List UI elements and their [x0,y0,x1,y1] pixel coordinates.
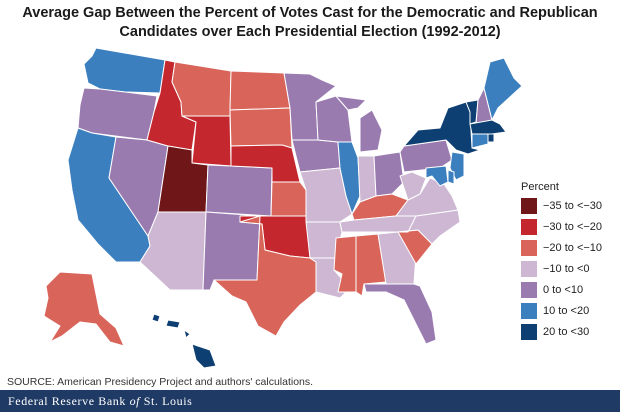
legend-swatch [521,197,537,214]
legend-swatch [521,218,537,235]
state-SD [229,107,293,149]
title-line-2: Candidates over Each Presidential Electi… [119,24,501,40]
footer-part-2: of [129,394,141,408]
state-WV [399,171,427,201]
legend-row: 10 to <20 [521,302,616,319]
source-note: SOURCE: American Presidency Project and … [7,376,314,388]
title-line-1: Average Gap Between the Percent of Votes… [22,5,598,21]
state-MI [335,95,383,153]
state-WA [83,47,166,94]
state-FL [363,283,437,345]
legend: Percent −35 to <−30 −30 to <−20 −20 to <… [521,181,616,344]
legend-row: −35 to <−30 [521,197,616,214]
state-KS [270,181,307,217]
legend-label: −30 to <−20 [543,220,603,233]
legend-row: 20 to <30 [521,323,616,340]
state-CO [205,164,273,217]
legend-row: 0 to <10 [521,281,616,298]
state-TN [339,215,417,233]
legend-swatch [521,323,537,340]
state-RI [487,133,495,143]
state-OH [373,151,405,197]
legend-swatch [521,281,537,298]
legend-label: −10 to <0 [543,262,590,275]
state-IA [291,139,341,173]
footer-bar: Federal Reserve Bank of St. Louis [0,390,620,412]
footer-logo-text: Federal Reserve Bank of St. Louis [8,394,192,409]
footer-part-1: Federal Reserve Bank [8,394,130,408]
state-NM [202,211,261,291]
state-TX [213,215,317,337]
legend-row: −20 to <−10 [521,239,616,256]
legend-label: 0 to <10 [543,283,584,296]
legend-label: −35 to <−30 [543,199,603,212]
state-ME [483,57,523,121]
state-WY [181,115,232,167]
state-IN [357,155,377,203]
state-MD [425,165,449,187]
legend-label: 10 to <20 [543,304,590,317]
legend-label: 20 to <30 [543,325,590,338]
state-DE [447,169,455,185]
legend-swatch [521,260,537,277]
footer-part-3: St. Louis [140,394,193,408]
state-ND [229,70,291,111]
legend-label: −20 to <−10 [543,241,603,254]
state-AK [43,271,125,347]
legend-title: Percent [521,181,559,193]
state-HI [151,313,217,369]
legend-swatch [521,302,537,319]
legend-swatch [521,239,537,256]
legend-row: −30 to <−20 [521,218,616,235]
map-title: Average Gap Between the Percent of Votes… [0,4,620,42]
state-CT [471,133,489,149]
legend-row: −10 to <0 [521,260,616,277]
state-IL [337,141,361,215]
